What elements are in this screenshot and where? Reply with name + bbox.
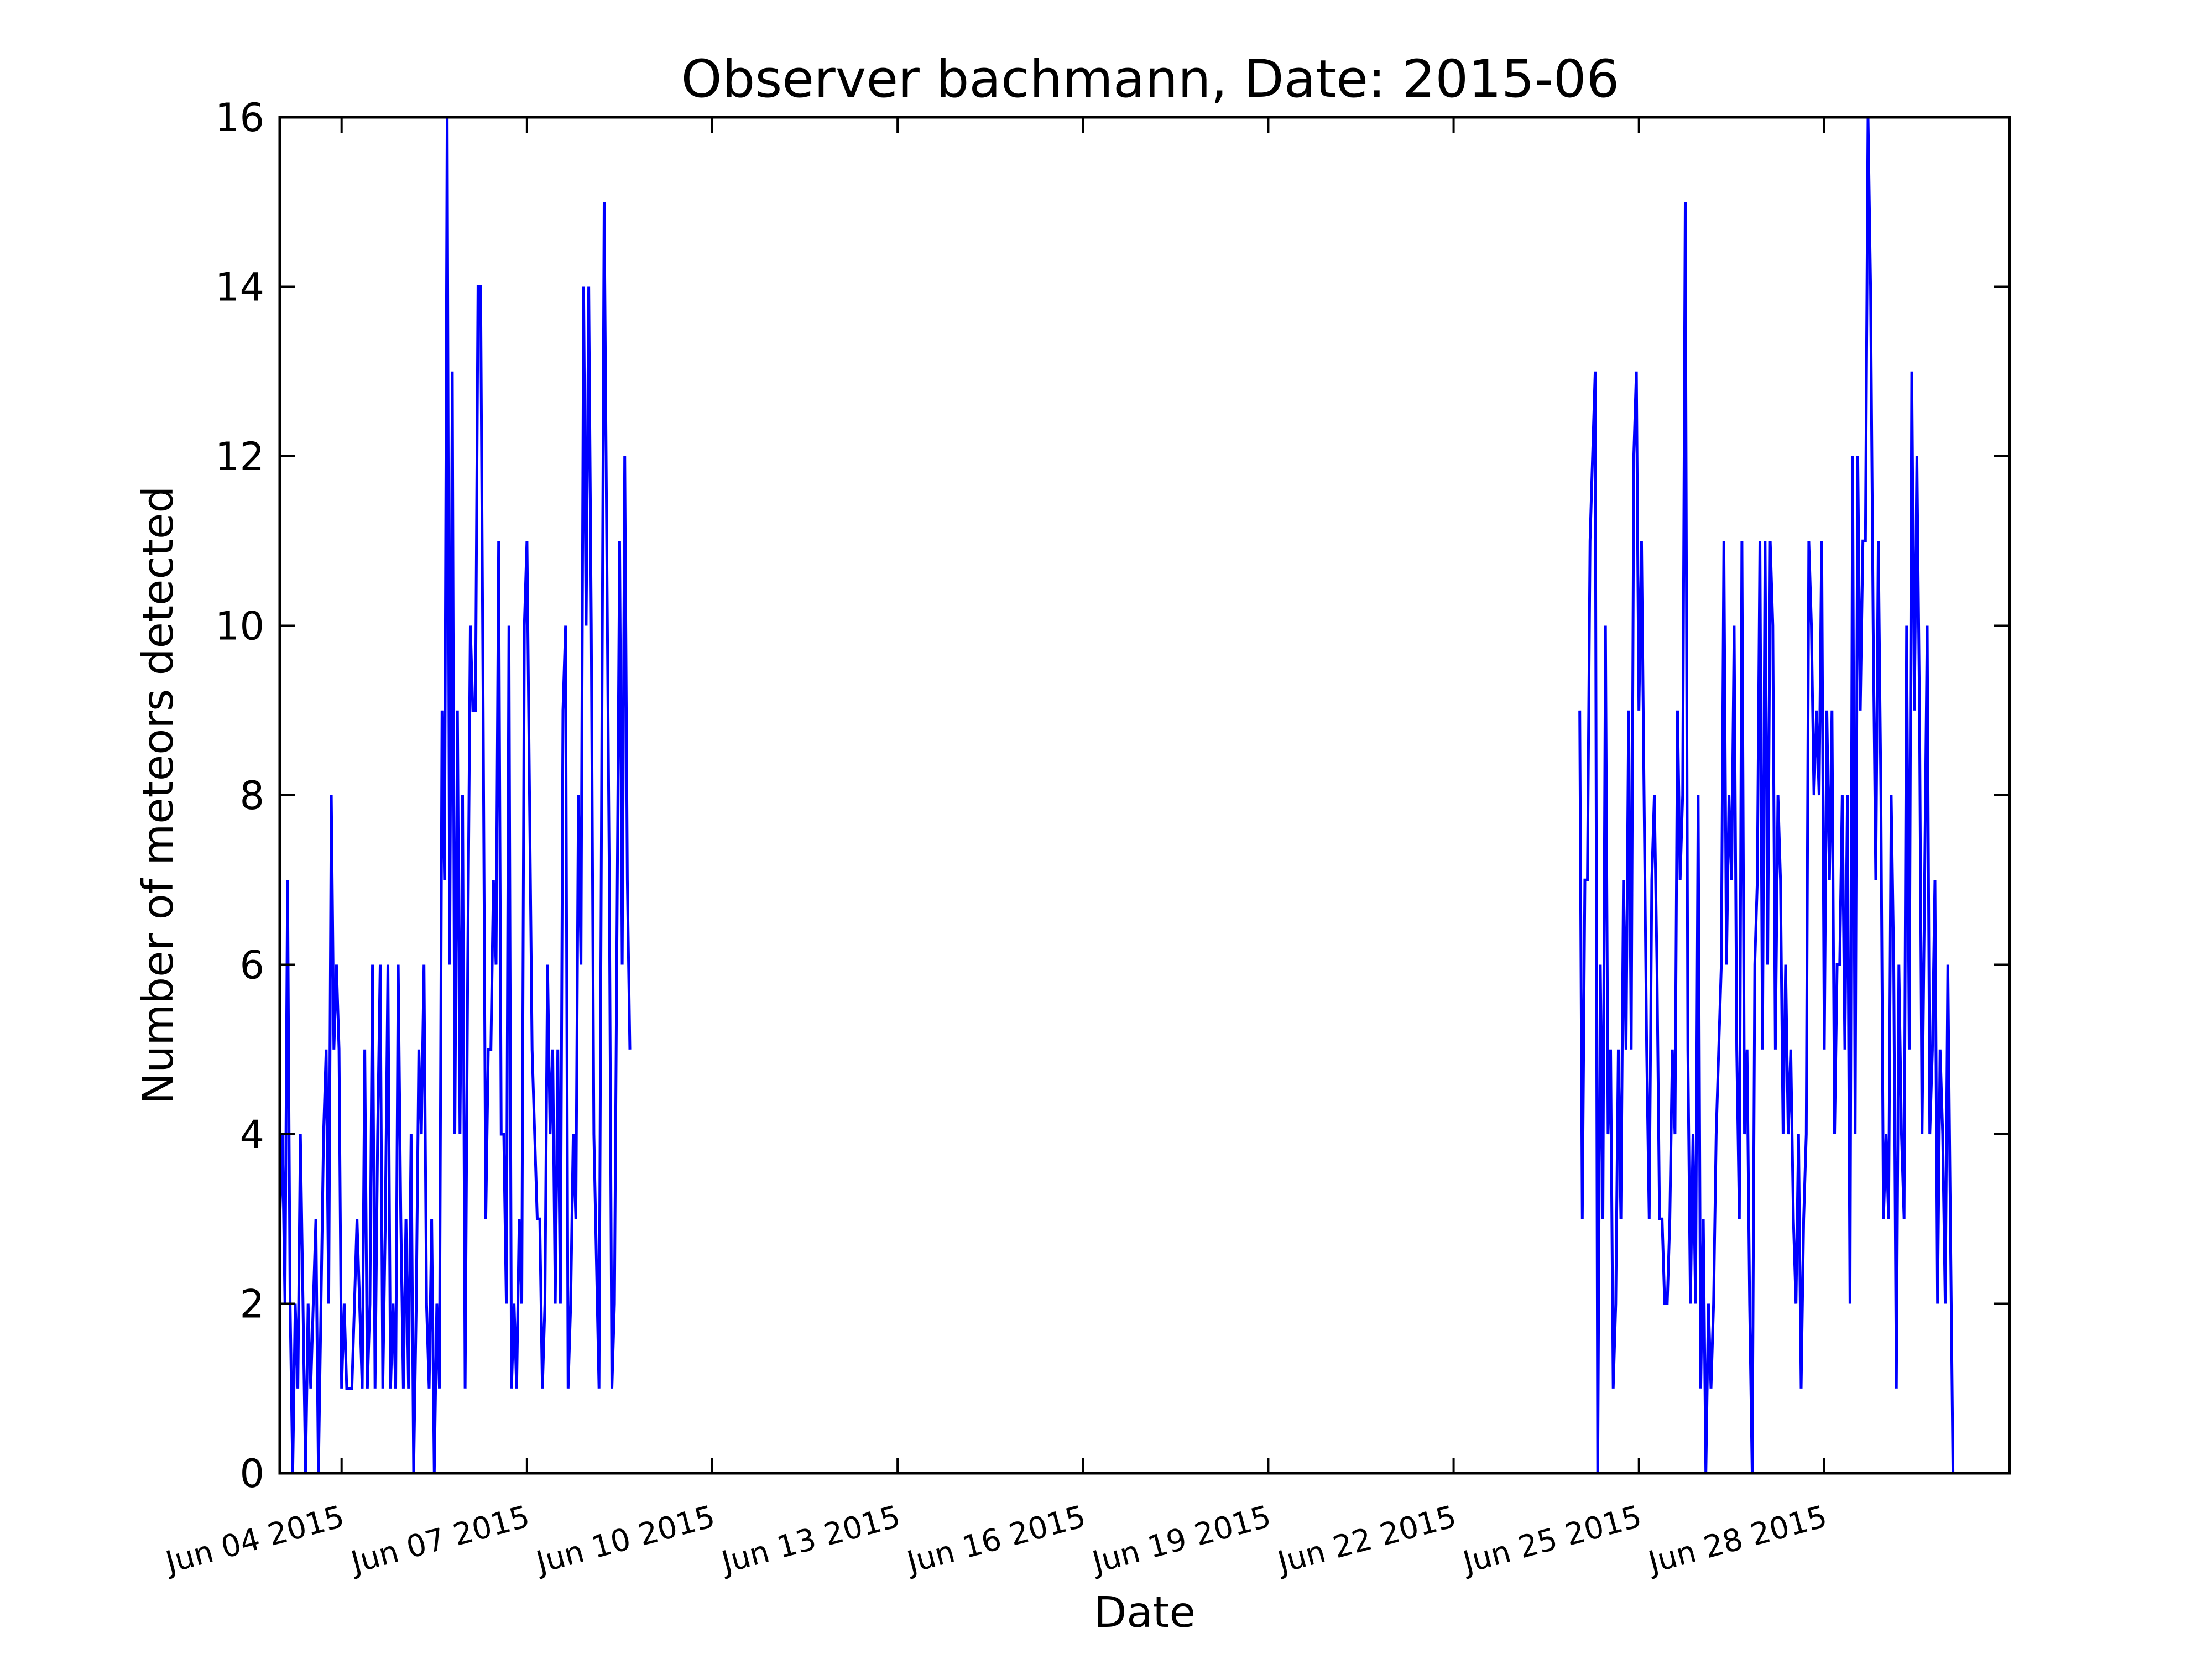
x-axis-label: Date (1094, 1588, 1196, 1637)
y-tick-label: 12 (215, 434, 264, 479)
y-tick-label: 16 (215, 95, 264, 140)
y-axis: 0 2 4 6 8 10 12 14 16 (215, 95, 2010, 1496)
y-tick-label: 6 (239, 943, 264, 988)
y-axis-label: Number of meteors detected (134, 486, 183, 1104)
y-tick-label: 8 (239, 773, 264, 818)
y-tick-label: 4 (239, 1112, 264, 1157)
y-tick-label: 10 (215, 604, 264, 649)
y-tick-label: 2 (239, 1282, 264, 1327)
series-line-2 (1578, 117, 1955, 1474)
y-tick-label: 14 (215, 265, 264, 310)
chart-title: Observer bachmann, Date: 2015-06 (681, 49, 1620, 109)
plot-frame (278, 116, 2011, 1475)
y-tick-label: 0 (239, 1451, 264, 1496)
